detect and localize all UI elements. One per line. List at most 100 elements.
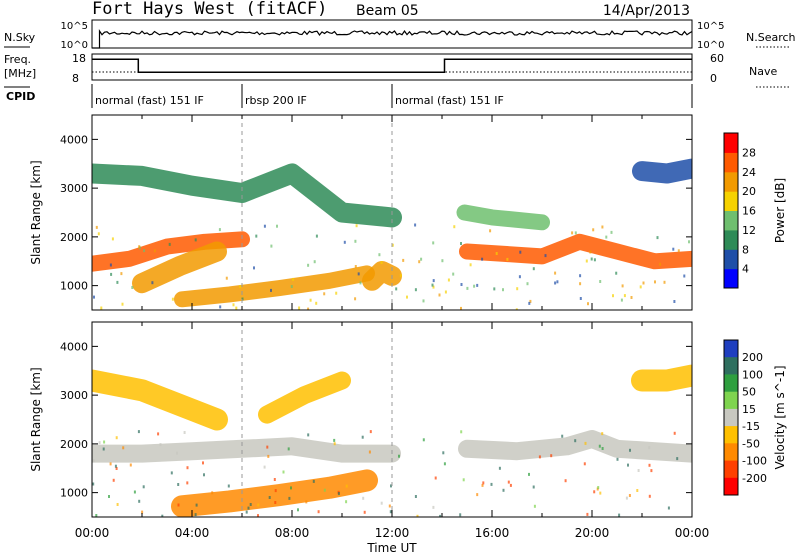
freq-tick-low: 8 <box>72 72 79 85</box>
scatter-band <box>362 261 402 291</box>
speckle <box>444 290 447 294</box>
speckle <box>389 510 392 514</box>
speckle <box>656 236 659 240</box>
x-axis-label: Time UT <box>366 541 417 554</box>
speckle <box>305 500 308 504</box>
speckle <box>168 242 171 246</box>
speckle <box>97 232 100 236</box>
scatter-band <box>92 163 402 228</box>
speckle <box>335 291 338 295</box>
speckle <box>502 488 505 492</box>
speckle <box>498 466 501 470</box>
speckle <box>438 293 441 297</box>
speckle <box>526 282 529 286</box>
speckle <box>368 450 371 454</box>
speckle <box>398 454 400 458</box>
speckle <box>495 252 498 255</box>
speckle <box>129 463 132 467</box>
speckle <box>431 283 434 287</box>
colorbar-swatch <box>724 477 738 496</box>
speckle <box>618 513 621 517</box>
colorbar-tick-label: -100 <box>742 455 767 468</box>
speckle <box>151 281 154 285</box>
freq-tick-high: 18 <box>72 52 86 65</box>
speckle <box>533 504 536 508</box>
speckle <box>239 285 242 289</box>
speckle <box>616 457 619 461</box>
speckle <box>462 478 465 482</box>
colorbar-swatch <box>724 133 738 153</box>
x-tick-label: 04:00 <box>175 526 210 540</box>
speckle <box>561 434 564 438</box>
speckle <box>159 443 162 447</box>
speckle <box>507 480 510 484</box>
speckle <box>538 455 541 459</box>
speckle <box>307 307 310 310</box>
speckle <box>518 275 521 279</box>
speckle <box>95 225 98 229</box>
speckle <box>263 465 266 469</box>
speckle <box>137 430 140 434</box>
speckle <box>629 448 631 452</box>
colorbar-tick-label: 100 <box>742 368 763 381</box>
speckle <box>610 230 613 234</box>
speckle <box>586 512 589 516</box>
speckle <box>554 281 557 285</box>
x-tick-label: 16:00 <box>475 526 510 540</box>
speckle <box>406 295 408 299</box>
speckle <box>273 478 276 481</box>
speckle <box>627 463 629 467</box>
freq-unit: [MHz] <box>4 67 36 80</box>
speckle <box>659 262 662 266</box>
x-tick-label: 00:00 <box>75 526 110 540</box>
speckle <box>161 514 164 517</box>
speckle <box>354 239 357 243</box>
speckle <box>267 454 270 458</box>
speckle <box>579 297 582 300</box>
speckle <box>112 478 115 482</box>
speckle <box>186 481 189 485</box>
speckle <box>579 282 582 286</box>
speckle <box>466 286 469 290</box>
speckle <box>414 288 417 292</box>
speckle <box>515 308 518 310</box>
scatter-band <box>174 265 375 308</box>
speckle <box>432 279 435 283</box>
speckle <box>177 483 180 486</box>
speckle <box>637 469 640 472</box>
speckle <box>114 464 117 468</box>
speckle <box>601 225 604 229</box>
speckle <box>625 496 628 500</box>
speckle <box>323 292 326 296</box>
speckle <box>309 298 312 302</box>
speckle <box>490 482 493 486</box>
speckle <box>290 285 293 288</box>
speckle <box>642 281 645 285</box>
speckle <box>323 488 326 492</box>
colorbar-swatch <box>724 374 738 393</box>
nave-label: Nave <box>749 65 777 78</box>
speckle <box>459 513 462 517</box>
speckle <box>282 470 285 474</box>
speckle <box>255 234 258 238</box>
speckle <box>460 306 462 310</box>
colorbar-tick-label: 4 <box>742 263 749 276</box>
speckle <box>654 280 656 284</box>
speckle <box>422 299 425 303</box>
nsearch-tick-low: 10^0 <box>697 40 724 51</box>
speckle <box>390 484 392 488</box>
speckle <box>380 261 383 264</box>
scatter-band <box>132 241 227 294</box>
speckle <box>420 257 423 261</box>
speckle <box>290 486 292 490</box>
colorbar-swatch <box>724 443 738 461</box>
colorbar-label: Velocity [m s^-1] <box>773 365 787 469</box>
speckle <box>121 302 124 306</box>
colorbar-swatch <box>724 229 738 250</box>
speckle <box>274 501 277 504</box>
speckle <box>103 440 106 444</box>
speckle <box>315 234 318 238</box>
power-panel: 1000 2000 3000 4000 Slant Range [km] <box>29 114 693 311</box>
speckle <box>516 287 519 291</box>
speckle <box>388 504 391 508</box>
